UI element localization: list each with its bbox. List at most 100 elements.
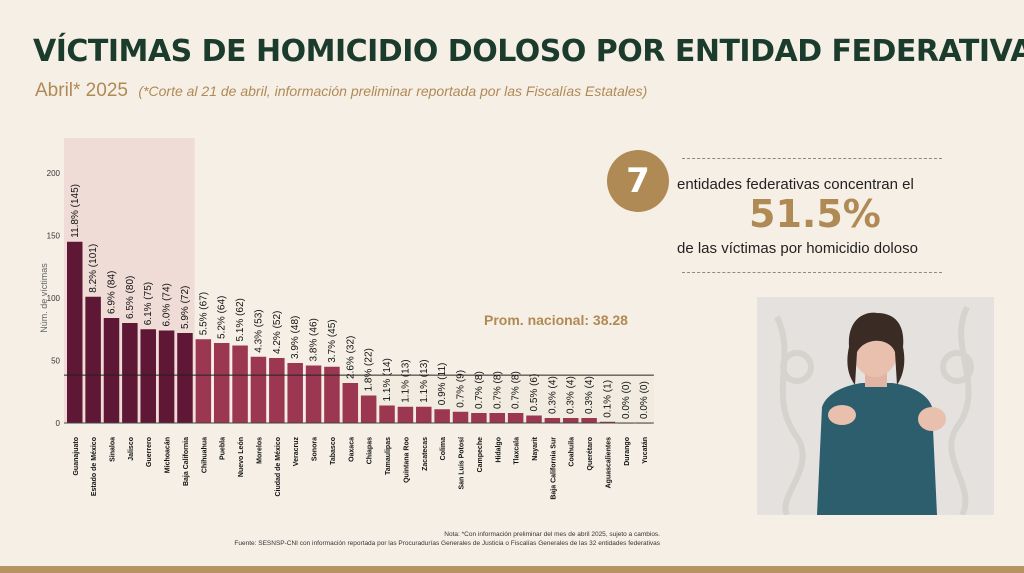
category-label-2: Sinaloa xyxy=(109,437,116,462)
bar-26 xyxy=(544,418,561,423)
category-label-31: Yucatán xyxy=(642,437,649,464)
category-label-20: Colima xyxy=(440,437,447,460)
bar-17 xyxy=(379,405,395,423)
homicide-bar-chart: 11.8% (145) Guanajuato 8.2% (101) Estado de… xyxy=(39,138,654,500)
category-label-4: Guerrero xyxy=(146,437,153,467)
kpi-percent: 51.5% xyxy=(749,192,881,236)
category-label-25: Nayarit xyxy=(532,436,539,460)
sign-language-interpreter-video xyxy=(757,297,994,515)
category-label-22: Campeche xyxy=(477,437,484,473)
category-label-0: Guanajuato xyxy=(73,437,80,476)
bar-16 xyxy=(360,395,377,423)
kpi-bottom-divider xyxy=(682,272,942,273)
category-label-30: Durango xyxy=(624,437,631,466)
kpi-count-badge: 7 xyxy=(607,150,669,212)
data-label-16: 1.8% (22) xyxy=(364,348,375,391)
data-label-23: 0.7% (8) xyxy=(492,371,503,409)
bar-4 xyxy=(140,329,156,423)
category-label-3: Jalisco xyxy=(128,437,135,461)
bar-3 xyxy=(122,323,138,423)
category-label-24: Tlaxcala xyxy=(514,437,521,465)
category-label-7: Chihuahua xyxy=(201,437,208,473)
category-label-21: San Luis Potosí xyxy=(459,436,466,490)
data-label-18: 1.1% (13) xyxy=(400,359,411,402)
category-label-14: Tabasco xyxy=(330,437,337,465)
category-label-13: Sonora xyxy=(312,437,319,461)
footnote-source: Fuente: SESNSP-CNI con información repor… xyxy=(234,539,660,547)
category-label-10: Morelos xyxy=(256,437,263,464)
category-label-11: Ciudad de México xyxy=(275,437,282,497)
bar-12 xyxy=(287,363,303,423)
data-label-5: 6.0% (74) xyxy=(162,283,173,326)
national-average-label: Prom. nacional: 38.28 xyxy=(484,312,628,328)
category-label-19: Zacatecas xyxy=(422,437,429,471)
footnotes: Nota: *Con información preliminar del me… xyxy=(0,531,660,548)
bar-19 xyxy=(416,406,432,423)
cutoff-note: (*Corte al 21 de abril, información prel… xyxy=(138,83,648,99)
category-label-5: Michoacán xyxy=(165,437,172,473)
bar-5 xyxy=(158,330,175,423)
subtitle: Abril* 2025 (*Corte al 21 de abril, info… xyxy=(35,80,647,102)
data-label-12: 3.9% (48) xyxy=(290,316,301,359)
y-axis-label: Núm. de víctimas xyxy=(39,263,49,333)
data-label-15: 2.6% (32) xyxy=(345,336,356,379)
data-label-8: 5.2% (64) xyxy=(217,296,228,339)
data-label-4: 6.1% (75) xyxy=(143,282,154,325)
footnote-note: Nota: *Con información preliminar del me… xyxy=(444,531,660,538)
bar-8 xyxy=(213,343,230,423)
category-label-16: Chiapas xyxy=(367,437,374,464)
bar-2 xyxy=(103,318,120,423)
category-label-12: Veracruz xyxy=(293,437,300,467)
data-label-2: 6.9% (84) xyxy=(106,271,117,314)
y-tick-100: 100 xyxy=(47,294,61,303)
category-label-1: Estado de México xyxy=(91,437,98,496)
data-label-27: 0.3% (4) xyxy=(566,376,577,414)
data-label-13: 3.8% (46) xyxy=(309,318,320,361)
y-tick-50: 50 xyxy=(51,357,60,366)
bar-7 xyxy=(195,339,212,423)
data-label-24: 0.7% (8) xyxy=(511,371,522,409)
bar-15 xyxy=(342,383,359,423)
period-label: Abril* 2025 xyxy=(35,80,128,101)
bar-28 xyxy=(581,418,597,423)
kpi-line2: de las víctimas por homicidio doloso xyxy=(677,240,918,257)
bar-9 xyxy=(232,345,248,423)
bar-20 xyxy=(434,409,450,423)
kpi-line1: entidades federativas concentran el xyxy=(677,176,914,193)
bar-1 xyxy=(85,296,101,423)
category-label-26: Baja California Sur xyxy=(550,437,557,500)
data-label-10: 4.3% (53) xyxy=(253,309,264,352)
kpi-top-divider xyxy=(682,158,942,159)
bar-21 xyxy=(452,411,469,423)
bar-18 xyxy=(397,406,414,423)
category-label-23: Hidalgo xyxy=(495,437,502,463)
bar-24 xyxy=(507,413,524,423)
data-label-29: 0.1% (1) xyxy=(602,380,613,418)
bar-23 xyxy=(489,413,506,423)
bar-29 xyxy=(599,421,616,423)
bottom-accent-bar xyxy=(0,566,1024,573)
data-label-6: 5.9% (72) xyxy=(180,286,191,329)
bar-22 xyxy=(471,413,487,423)
category-label-9: Nuevo León xyxy=(238,437,245,477)
category-label-18: Quintana Roo xyxy=(403,437,410,483)
data-label-28: 0.3% (4) xyxy=(584,376,595,414)
bar-6 xyxy=(177,333,193,423)
bar-0 xyxy=(67,241,83,423)
category-label-29: Aguascalientes xyxy=(605,437,612,488)
category-label-15: Oaxaca xyxy=(348,437,355,462)
data-label-0: 11.8% (145) xyxy=(70,184,81,238)
data-label-20: 0.9% (11) xyxy=(437,363,448,406)
bar-25 xyxy=(526,415,542,423)
data-label-31: 0.0% (0) xyxy=(639,381,650,419)
category-label-27: Coahuila xyxy=(569,437,576,467)
category-label-28: Querétaro xyxy=(587,437,594,470)
data-label-26: 0.3% (4) xyxy=(547,376,558,414)
data-label-22: 0.7% (8) xyxy=(474,371,485,409)
y-tick-150: 150 xyxy=(47,232,61,241)
data-label-11: 4.2% (52) xyxy=(272,311,283,354)
data-label-30: 0.0% (0) xyxy=(621,381,632,419)
data-label-9: 5.1% (62) xyxy=(235,298,246,341)
bar-11 xyxy=(269,358,285,423)
category-label-6: Baja California xyxy=(183,437,190,486)
